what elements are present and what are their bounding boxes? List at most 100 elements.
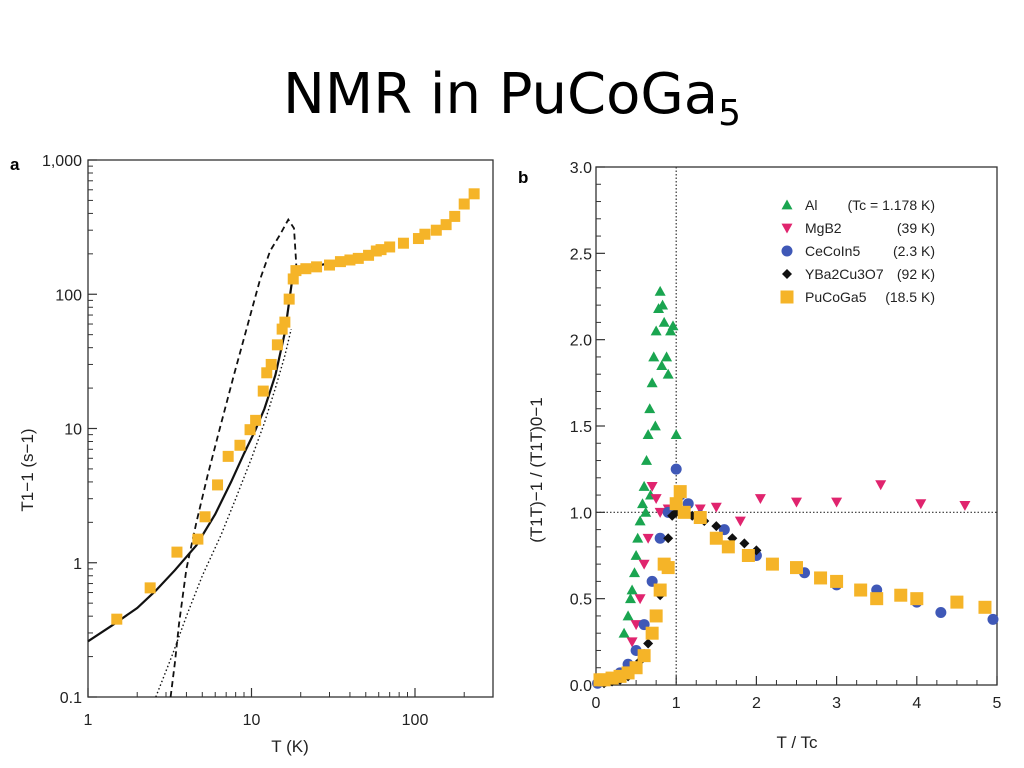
legend-note-cecoin5: (2.3 K) <box>893 243 935 259</box>
y-axis-label-b: (T1T)−1 / (T1T)0−1 <box>527 397 546 542</box>
data-point-mgb2 <box>626 637 638 648</box>
data-point-pucoga5 <box>978 600 992 614</box>
data-point-pucoga5 <box>830 574 844 588</box>
data-points-a <box>111 188 480 625</box>
data-point-pucoga5-a <box>440 219 452 231</box>
data-point-yba2cu3o7 <box>739 538 750 549</box>
data-point-pucoga5 <box>693 511 707 525</box>
data-point-pucoga5-a <box>271 339 283 351</box>
data-point-pucoga5-a <box>412 233 424 245</box>
data-point-mgb2 <box>630 620 642 631</box>
plot-frame-a <box>87 159 494 698</box>
x-tick-label-b: 1 <box>672 695 681 712</box>
data-point-pucoga5-a <box>234 439 246 451</box>
data-point-cecoin5 <box>670 463 682 475</box>
data-point-pucoga5 <box>709 531 723 545</box>
data-point-al <box>642 429 654 440</box>
fit-curve-dashed <box>169 217 298 698</box>
data-point-pucoga5 <box>637 649 651 663</box>
data-point-mgb2 <box>634 594 646 605</box>
legend-name-al: Al <box>805 197 817 213</box>
data-point-pucoga5-a <box>111 613 123 625</box>
data-point-pucoga5-a <box>311 261 323 273</box>
data-point-mgb2 <box>791 497 802 508</box>
data-point-al <box>665 325 677 336</box>
data-point-yba2cu3o7 <box>663 533 674 544</box>
data-point-al <box>654 285 666 296</box>
data-point-pucoga5-a <box>397 237 409 249</box>
x-tick-label-a: 100 <box>402 712 429 729</box>
data-point-pucoga5 <box>661 561 675 575</box>
y-tick-label-b: 1.0 <box>570 505 592 522</box>
data-point-al <box>626 584 638 595</box>
data-point-pucoga5-a <box>290 265 302 277</box>
data-point-al <box>670 429 682 440</box>
data-point-yba2cu3o7 <box>711 521 722 532</box>
x-tick-label-a: 1 <box>84 712 93 729</box>
y-tick-label-b: 1.5 <box>570 419 592 436</box>
data-point-al <box>650 325 662 336</box>
data-point-pucoga5 <box>645 626 659 640</box>
data-point-al <box>657 299 669 310</box>
x-axis-label-a: T (K) <box>271 737 308 756</box>
legend-note-yba2cu3o7: (92 K) <box>897 266 935 282</box>
x-tick-label-a: 10 <box>243 712 261 729</box>
data-point-al <box>628 567 640 578</box>
legend-name-cecoin5: CeCoIn5 <box>805 243 860 259</box>
data-point-al <box>637 498 649 509</box>
legend-name-pucoga5: PuCoGa5 <box>805 289 867 305</box>
data-point-al <box>641 455 653 465</box>
axis-ticks-b: 0 1 2 3 4 5 0.0 0.5 1.0 1.5 2.0 2.5 3.0 <box>570 160 1002 712</box>
x-axis-label-b: T / Tc <box>777 733 818 752</box>
slide-title-subscript: 5 <box>718 93 742 134</box>
data-point-al <box>644 403 656 414</box>
data-point-pucoga5-a <box>144 582 156 594</box>
data-point-pucoga5 <box>721 540 735 554</box>
data-point-pucoga5-a <box>212 479 224 491</box>
data-point-pucoga5-a <box>261 367 273 379</box>
data-point-mgb2 <box>638 559 650 570</box>
data-point-pucoga5-a <box>449 210 461 222</box>
legend-name-yba2cu3o7: YBa2Cu3O7 <box>805 266 884 282</box>
data-point-pucoga5-a <box>222 450 234 462</box>
data-point-pucoga5-a <box>287 273 299 285</box>
data-point-mgb2 <box>654 507 666 518</box>
data-point-pucoga5 <box>653 583 667 597</box>
y-tick-label-b: 2.5 <box>570 246 592 263</box>
y-tick-label-a: 1,000 <box>42 153 82 170</box>
y-tick-label-a: 1 <box>73 556 82 573</box>
data-point-mgb2 <box>642 533 654 544</box>
x-tick-label-b: 3 <box>832 695 841 712</box>
data-point-al <box>618 627 630 638</box>
data-point-mgb2 <box>734 516 746 527</box>
data-point-pucoga5-a <box>283 293 295 305</box>
slide-title-main: NMR in PuCoGa <box>282 62 719 127</box>
data-point-al <box>667 320 679 331</box>
legend-note-al: (Tc = 1.178 K) <box>847 197 935 213</box>
data-point-pucoga5-a <box>468 188 480 200</box>
data-point-pucoga5 <box>649 609 663 623</box>
data-point-cecoin5 <box>654 532 666 544</box>
y-tick-label-b: 2.0 <box>570 333 592 350</box>
data-point-al <box>646 377 658 388</box>
data-point-pucoga5-a <box>276 323 288 335</box>
data-points-b <box>592 285 999 689</box>
x-tick-label-b: 2 <box>752 695 761 712</box>
data-point-al <box>662 368 674 379</box>
y-tick-label-a: 0.1 <box>60 690 82 707</box>
data-point-mgb2 <box>646 482 658 492</box>
data-point-pucoga5 <box>814 571 828 585</box>
data-point-al <box>624 593 636 604</box>
legend-marker-yba2cu3o7 <box>782 269 792 279</box>
data-point-pucoga5 <box>741 549 755 562</box>
fit-curves-a <box>87 217 396 698</box>
data-point-yba2cu3o7 <box>643 638 654 649</box>
data-point-al <box>661 351 673 362</box>
data-point-pucoga5 <box>790 561 803 575</box>
data-point-al <box>640 506 652 517</box>
legend-note-mgb2: (39 K) <box>897 220 935 236</box>
legend-marker-mgb2 <box>781 223 793 234</box>
data-point-pucoga5-a <box>244 424 256 436</box>
panel-label-b: b <box>518 168 528 187</box>
